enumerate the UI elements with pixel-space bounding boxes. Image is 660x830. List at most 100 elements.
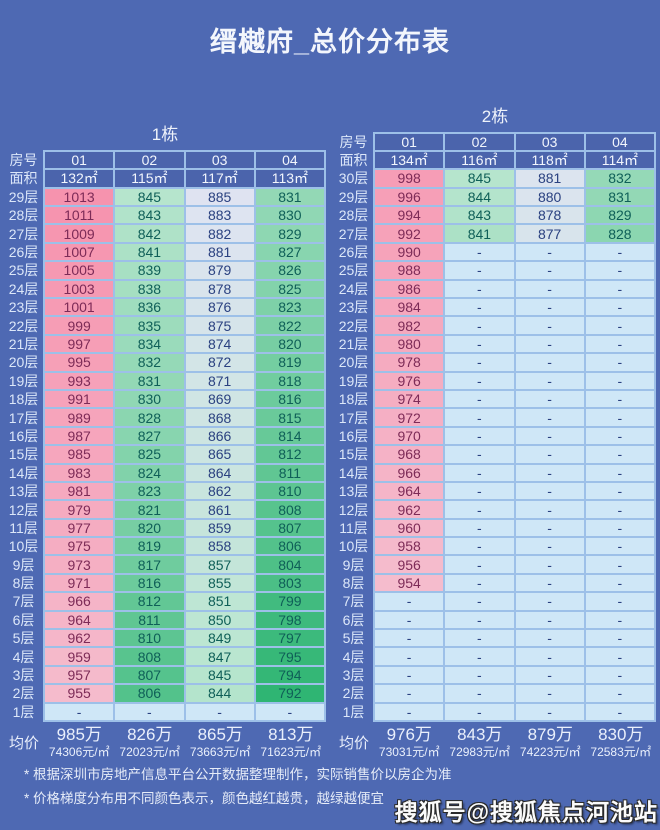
area-header: 118㎡ — [513, 149, 586, 171]
price-cell: 975 — [42, 536, 116, 557]
building-2-section: 2栋 房号 01 02 03 04 面积 134㎡ 116㎡ 118㎡ 114㎡ 30层 998 845… — [334, 102, 657, 761]
floor-label: 20层 — [338, 354, 369, 371]
price-cell: 845 — [443, 168, 516, 189]
floor-row: 8层 954- - - — [334, 572, 657, 594]
price-cell: 830 — [113, 388, 186, 410]
floor-label: 17层 — [8, 409, 39, 426]
price-cell: - — [372, 664, 446, 686]
price-cell: - — [583, 646, 657, 667]
floor-row: 19层 993 831 871 818 — [4, 370, 327, 391]
price-cell: - — [443, 241, 516, 263]
building-2-average-row: 均价 976万 73031元/㎡ 843万 72983元/㎡ 879万 74223元/㎡ 83… — [334, 725, 656, 760]
average-unit-price: 72583元/㎡ — [590, 745, 652, 759]
price-cell: - — [583, 315, 657, 336]
price-cell: - — [513, 333, 586, 355]
area-header: 132㎡ — [42, 168, 116, 189]
price-cell: 1011 — [42, 205, 116, 226]
price-cell: 855 — [183, 572, 256, 594]
floor-label: 23层 — [338, 299, 369, 316]
price-cell: 978 — [372, 352, 446, 373]
watermark: 搜狐号@搜狐焦点河池站 — [394, 799, 658, 825]
floor-row: 8层 971 816 855 803 — [4, 572, 327, 594]
price-cell: 964 — [42, 609, 116, 631]
price-cell: 962 — [372, 499, 446, 520]
average-total-price: 813万 — [268, 725, 314, 744]
floor-label: 2层 — [342, 685, 365, 702]
average-price-label: 均价 — [338, 735, 369, 752]
price-cell: 797 — [253, 628, 327, 649]
price-cell: 869 — [183, 388, 256, 410]
price-cell: 875 — [183, 315, 256, 336]
floor-row: 9层 973 817 857 804 — [4, 554, 327, 575]
price-cell: - — [443, 388, 516, 410]
price-cell: 972 — [372, 407, 446, 428]
floor-label: 5层 — [342, 630, 365, 647]
price-cell: - — [443, 370, 516, 391]
price-cell: 811 — [113, 609, 186, 631]
floor-label: 29层 — [338, 188, 369, 205]
price-cell: - — [583, 260, 657, 281]
price-cell: 841 — [113, 241, 186, 263]
floor-label: 18层 — [338, 391, 369, 408]
floor-label: 3层 — [12, 667, 35, 684]
floor-row: 11层 960- - - — [334, 517, 657, 539]
floor-label: 30层 — [338, 170, 369, 187]
room-number-header: 01 — [372, 131, 446, 152]
price-cell: - — [372, 591, 446, 612]
floor-row: 5层 - - - - — [334, 628, 657, 649]
price-cell: 808 — [253, 499, 327, 520]
area-header: 116㎡ — [443, 149, 516, 171]
price-cell: - — [372, 628, 446, 649]
price-cell: 883 — [183, 205, 256, 226]
price-cell: 822 — [253, 315, 327, 336]
price-cell: - — [443, 499, 516, 520]
floor-row: 20层 978- - - — [334, 352, 657, 373]
price-cell: - — [583, 517, 657, 539]
average-price-cell: 843万 72983元/㎡ — [445, 725, 516, 760]
price-cell: - — [513, 241, 586, 263]
price-cell: 864 — [183, 462, 256, 483]
floor-row: 7层 - - - - — [334, 591, 657, 612]
row-label: 房号 — [339, 133, 368, 150]
price-cell: 959 — [42, 646, 116, 667]
floor-label: 6层 — [342, 611, 365, 628]
area-header: 115㎡ — [113, 168, 186, 189]
price-cell: 862 — [183, 480, 256, 502]
floor-row: 23层 1001 836 876 823 — [4, 296, 327, 318]
price-cell: 831 — [583, 186, 657, 208]
price-cell: 970 — [372, 425, 446, 447]
floor-row: 26层 990- - - — [334, 241, 657, 263]
price-cell: 811 — [253, 462, 327, 483]
price-cell: 831 — [253, 186, 327, 208]
floor-label: 28层 — [338, 207, 369, 224]
price-cell: 835 — [113, 315, 186, 336]
price-cell: 803 — [253, 572, 327, 594]
price-cell: - — [443, 462, 516, 483]
floor-label: 3层 — [342, 667, 365, 684]
floor-row: 26层 1007 841 881 827 — [4, 241, 327, 263]
price-cell: 810 — [253, 480, 327, 502]
average-unit-price: 72983元/㎡ — [449, 745, 511, 759]
floor-row: 16层 970- - - — [334, 425, 657, 447]
price-cell: 845 — [113, 186, 186, 208]
average-total-price: 843万 — [457, 725, 503, 744]
average-unit-price: 72023元/㎡ — [119, 745, 181, 759]
price-cell: 808 — [113, 646, 186, 667]
price-cell: - — [443, 517, 516, 539]
floor-row: 4层 959 808 847 795 — [4, 646, 327, 667]
price-cell: - — [583, 296, 657, 318]
floor-label: 29层 — [8, 188, 39, 205]
floor-label: 16层 — [8, 427, 39, 444]
price-cell: 859 — [183, 517, 256, 539]
price-cell: 960 — [372, 517, 446, 539]
price-cell: 997 — [42, 333, 116, 355]
floor-label: 27层 — [338, 225, 369, 242]
price-cell: 814 — [253, 425, 327, 447]
price-cell: 995 — [42, 352, 116, 373]
price-cell: 977 — [42, 517, 116, 539]
floor-label: 17层 — [338, 409, 369, 426]
price-cell: 988 — [372, 260, 446, 281]
price-cell: - — [583, 554, 657, 575]
price-cell: - — [513, 315, 586, 336]
